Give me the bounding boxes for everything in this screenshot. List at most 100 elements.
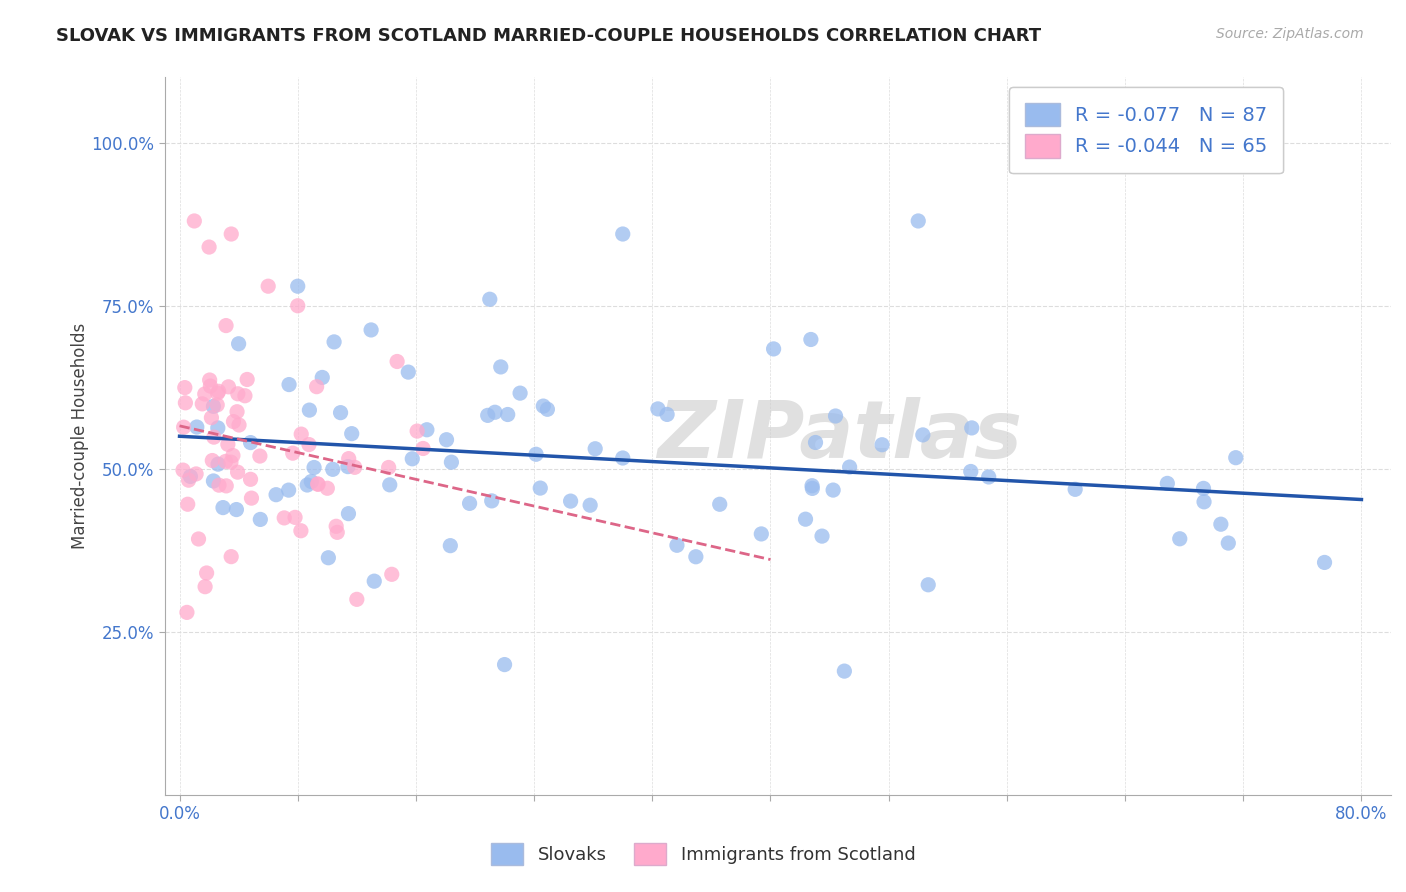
Point (329, 406, 352, 420)
Point (174, 396, 197, 410)
Point (336, 459, 359, 474)
Point (440, 455, 463, 469)
Point (838, 460, 860, 475)
Point (385, 354, 408, 368)
Point (401, 451, 423, 466)
Point (302, 460, 325, 475)
Point (1168, 532, 1191, 546)
Point (977, 470, 1000, 484)
Point (804, 435, 827, 450)
Point (416, 423, 439, 437)
Point (489, 359, 512, 374)
Point (325, 519, 347, 533)
Point (281, 446, 304, 460)
Point (187, 532, 209, 546)
Point (239, 472, 262, 486)
Point (406, 424, 429, 438)
Point (226, 386, 249, 401)
Point (496, 408, 519, 422)
Point (709, 497, 731, 511)
Point (226, 465, 249, 479)
Point (298, 437, 321, 451)
Point (531, 399, 554, 413)
Point (959, 465, 981, 479)
Point (173, 381, 195, 395)
Point (173, 420, 195, 434)
Point (233, 389, 256, 403)
Point (1192, 482, 1215, 496)
Point (215, 479, 238, 493)
Point (172, 463, 194, 477)
Point (794, 512, 817, 526)
Point (1192, 495, 1215, 509)
Point (579, 498, 602, 512)
Point (1064, 483, 1087, 497)
Point (307, 477, 329, 491)
Point (208, 478, 231, 492)
Point (215, 318, 238, 333)
Point (346, 592, 368, 607)
Point (277, 483, 299, 497)
Point (194, 580, 217, 594)
Point (219, 549, 242, 564)
Point (665, 538, 688, 552)
Point (200, 379, 222, 393)
Point (337, 451, 360, 466)
Point (647, 401, 669, 416)
Point (177, 473, 200, 487)
Point (307, 476, 329, 491)
Point (960, 421, 983, 435)
Point (191, 397, 214, 411)
Point (287, 299, 309, 313)
Point (478, 292, 501, 306)
Point (377, 460, 399, 475)
Point (340, 426, 363, 441)
Point (436, 433, 458, 447)
Point (202, 430, 225, 444)
Point (176, 606, 198, 620)
Point (205, 398, 228, 412)
Point (228, 336, 250, 351)
Point (1313, 556, 1336, 570)
Point (870, 438, 893, 452)
Point (225, 502, 247, 516)
Point (494, 657, 516, 672)
Point (524, 447, 547, 461)
Point (207, 386, 229, 401)
Point (655, 408, 678, 422)
Legend: R = -0.077   N = 87, R = -0.044   N = 65: R = -0.077 N = 87, R = -0.044 N = 65 (1010, 87, 1284, 174)
Point (318, 550, 340, 565)
Point (801, 479, 824, 493)
Point (360, 323, 382, 337)
Point (477, 409, 499, 423)
Point (183, 214, 205, 228)
Point (202, 474, 225, 488)
Point (207, 421, 229, 435)
Point (219, 227, 242, 241)
Legend: Slovaks, Immigrants from Scotland: Slovaks, Immigrants from Scotland (482, 834, 924, 874)
Point (257, 279, 280, 293)
Point (749, 527, 772, 541)
Point (290, 427, 312, 442)
Point (529, 481, 551, 495)
Point (226, 405, 249, 419)
Point (297, 478, 319, 492)
Point (198, 373, 221, 387)
Point (800, 333, 823, 347)
Point (509, 386, 531, 401)
Point (217, 380, 239, 394)
Point (484, 405, 506, 419)
Point (685, 549, 707, 564)
Text: Source: ZipAtlas.com: Source: ZipAtlas.com (1216, 27, 1364, 41)
Point (823, 483, 845, 497)
Point (195, 566, 218, 580)
Point (298, 403, 321, 417)
Point (207, 457, 229, 471)
Point (1156, 476, 1178, 491)
Point (811, 529, 834, 543)
Point (612, 227, 634, 241)
Point (287, 279, 309, 293)
Point (439, 539, 461, 553)
Point (560, 494, 582, 508)
Point (311, 370, 333, 384)
